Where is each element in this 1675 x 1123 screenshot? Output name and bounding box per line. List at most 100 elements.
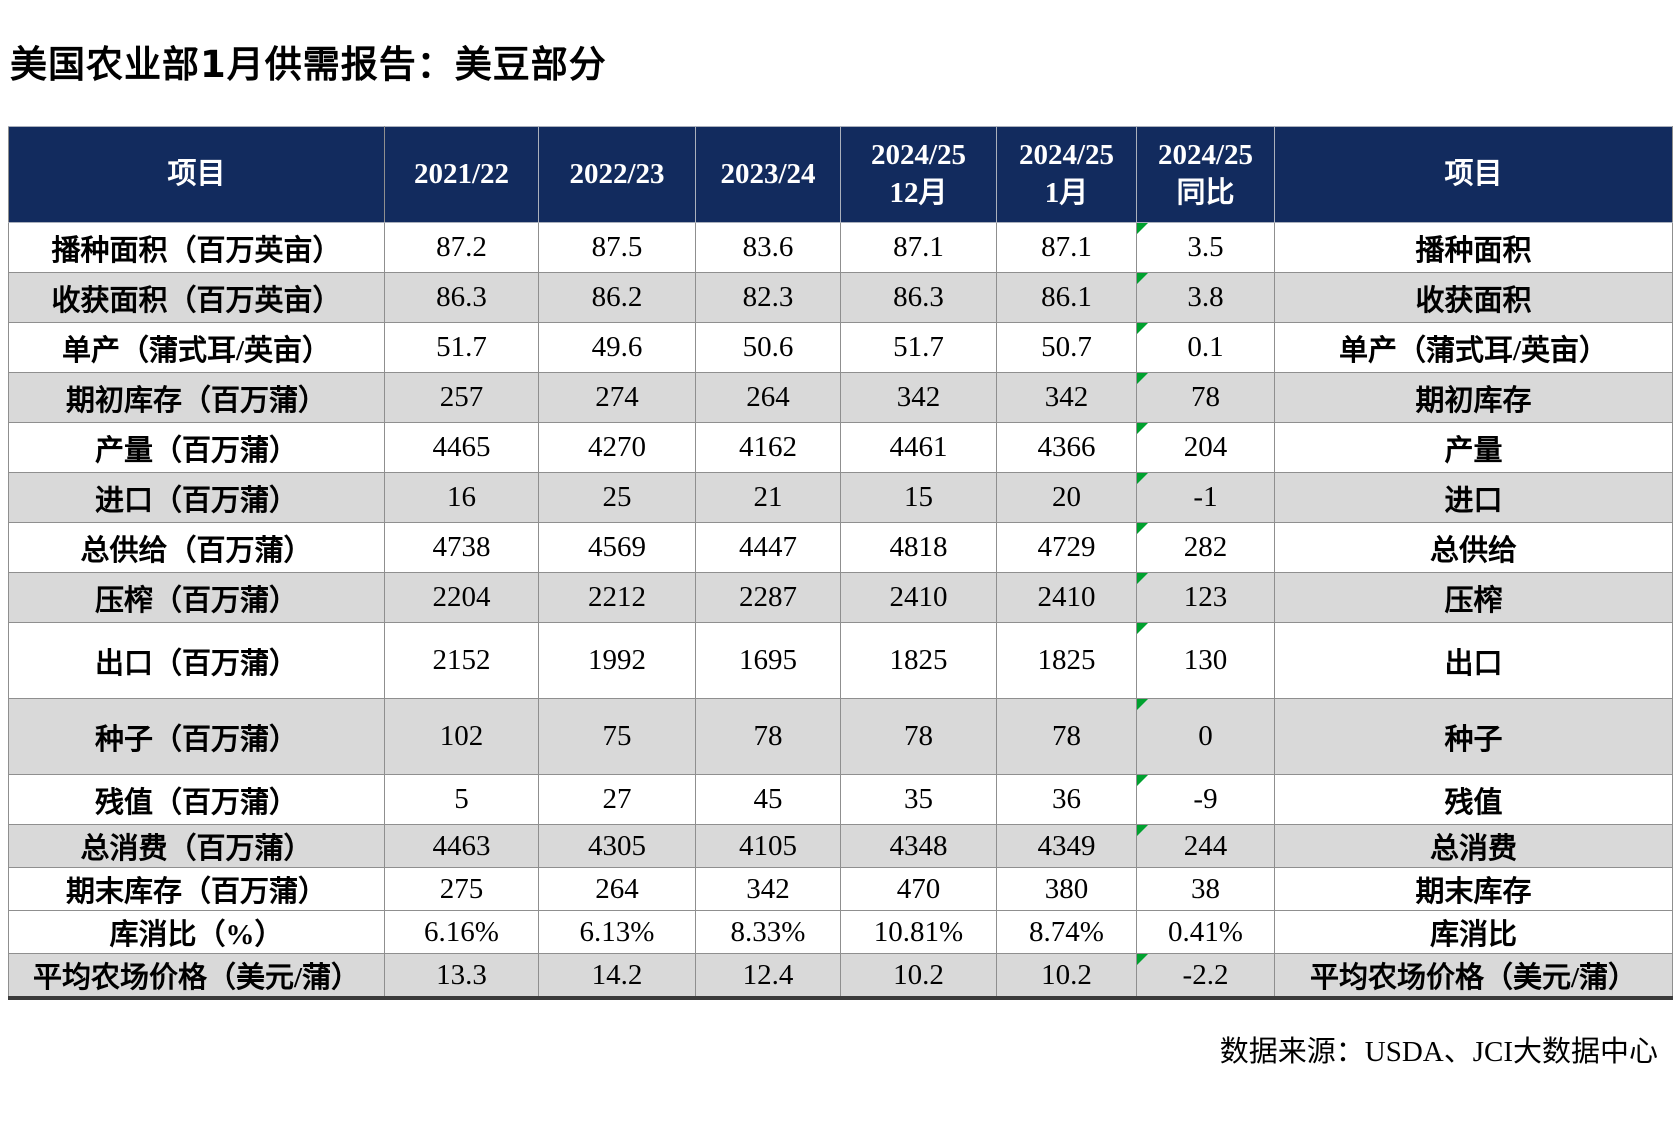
yoy-value-cell: 282 (1136, 522, 1275, 573)
value-cell: 342 (840, 372, 997, 423)
row-label-right: 期初库存 (1274, 372, 1673, 423)
table-row: 种子（百万蒲） 102 75 78 78 78 0 种子 (8, 698, 1673, 775)
value-cell: 380 (996, 867, 1137, 911)
value-cell: 75 (538, 698, 696, 775)
column-header-line: 12月 (889, 176, 948, 209)
value-cell: 257 (384, 372, 539, 423)
yoy-value-cell: -1 (1136, 472, 1275, 523)
column-header-3: 2023/24 (695, 126, 841, 223)
yoy-value-cell: 244 (1136, 824, 1275, 868)
row-label-right: 出口 (1274, 622, 1673, 699)
row-label-left: 期初库存（百万蒲） (8, 372, 385, 423)
value-cell: 2212 (538, 572, 696, 623)
value-cell: 4162 (695, 422, 841, 473)
value-cell: 470 (840, 867, 997, 911)
column-header-line: 2024/25 (1157, 138, 1254, 171)
value-cell: 87.5 (538, 222, 696, 273)
value-cell: 6.13% (538, 910, 696, 954)
value-cell: 342 (996, 372, 1137, 423)
row-label-right: 收获面积 (1274, 272, 1673, 323)
value-cell: 15 (840, 472, 997, 523)
column-header-line: 2022/23 (569, 157, 665, 190)
value-cell: 82.3 (695, 272, 841, 323)
page-title: 美国农业部1月供需报告：美豆部分 (10, 43, 607, 86)
value-cell: 87.1 (840, 222, 997, 273)
value-cell: 86.1 (996, 272, 1137, 323)
value-cell: 4270 (538, 422, 696, 473)
column-header-7: 项目 (1274, 126, 1673, 223)
column-header-line: 项目 (1444, 157, 1503, 190)
green-corner-flag-icon (1137, 273, 1148, 284)
value-cell: 274 (538, 372, 696, 423)
green-corner-flag-icon (1137, 573, 1148, 584)
table-row: 单产（蒲式耳/英亩） 51.7 49.6 50.6 51.7 50.7 0.1 单产（蒲式耳/… (8, 322, 1673, 373)
value-cell: 51.7 (840, 322, 997, 373)
column-header-0: 项目 (8, 126, 385, 223)
value-cell: 83.6 (695, 222, 841, 273)
yoy-value-cell: 3.8 (1136, 272, 1275, 323)
row-label-left: 压榨（百万蒲） (8, 572, 385, 623)
column-header-line: 项目 (167, 157, 226, 190)
value-cell: 45 (695, 774, 841, 825)
value-cell: 78 (695, 698, 841, 775)
yoy-value-cell: 38 (1136, 867, 1275, 911)
table-row: 出口（百万蒲） 2152 1992 1695 1825 1825 130 出口 (8, 622, 1673, 699)
column-header-2: 2022/23 (538, 126, 696, 223)
green-corner-flag-icon (1137, 223, 1148, 234)
row-label-right: 单产（蒲式耳/英亩） (1274, 322, 1673, 373)
table-row: 压榨（百万蒲） 2204 2212 2287 2410 2410 123 压榨 (8, 572, 1673, 623)
yoy-value-cell: 123 (1136, 572, 1275, 623)
row-label-right: 库消比 (1274, 910, 1673, 954)
row-label-left: 出口（百万蒲） (8, 622, 385, 699)
value-cell: 2410 (996, 572, 1137, 623)
row-label-left: 收获面积（百万英亩） (8, 272, 385, 323)
table-row: 总供给（百万蒲） 4738 4569 4447 4818 4729 282 总供给 (8, 522, 1673, 573)
value-cell: 5 (384, 774, 539, 825)
value-cell: 2410 (840, 572, 997, 623)
yoy-value-cell: 0.41% (1136, 910, 1275, 954)
row-label-right: 平均农场价格（美元/蒲） (1274, 953, 1673, 999)
value-cell: 21 (695, 472, 841, 523)
value-cell: 50.6 (695, 322, 841, 373)
column-header-4: 2024/25 12月 (840, 126, 997, 223)
table-row: 期末库存（百万蒲） 275 264 342 470 380 38 期末库存 (8, 867, 1673, 911)
column-header-1: 2021/22 (384, 126, 539, 223)
source-note: 数据来源：USDA、JCI大数据中心 (1219, 1036, 1658, 1068)
yoy-value-cell: -9 (1136, 774, 1275, 825)
supply-demand-table: 项目 2021/22 2022/23 2023/24 2024/25 12月 2024/25… (8, 126, 1673, 1000)
row-label-right: 播种面积 (1274, 222, 1673, 273)
yoy-value-cell: -2.2 (1136, 953, 1275, 999)
value-cell: 78 (840, 698, 997, 775)
green-corner-flag-icon (1137, 954, 1148, 965)
value-cell: 342 (695, 867, 841, 911)
value-cell: 4729 (996, 522, 1137, 573)
table-row: 期初库存（百万蒲） 257 274 264 342 342 78 期初库存 (8, 372, 1673, 423)
row-label-left: 总供给（百万蒲） (8, 522, 385, 573)
row-label-left: 期末库存（百万蒲） (8, 867, 385, 911)
value-cell: 25 (538, 472, 696, 523)
value-cell: 10.2 (996, 953, 1137, 999)
yoy-value-cell: 0.1 (1136, 322, 1275, 373)
value-cell: 86.3 (384, 272, 539, 323)
value-cell: 1825 (840, 622, 997, 699)
row-label-right: 总供给 (1274, 522, 1673, 573)
column-header-line: 同比 (1176, 176, 1235, 209)
row-label-right: 残值 (1274, 774, 1673, 825)
value-cell: 20 (996, 472, 1137, 523)
green-corner-flag-icon (1137, 699, 1148, 710)
yoy-value-cell: 78 (1136, 372, 1275, 423)
value-cell: 78 (996, 698, 1137, 775)
value-cell: 51.7 (384, 322, 539, 373)
value-cell: 13.3 (384, 953, 539, 999)
report-page: 美国农业部1月供需报告：美豆部分 项目 2021/22 2022/23 2023/24… (8, 43, 1673, 1068)
column-header-line: 2024/25 (1018, 138, 1115, 171)
value-cell: 4349 (996, 824, 1137, 868)
table-row: 进口（百万蒲） 16 25 21 15 20 -1 进口 (8, 472, 1673, 523)
value-cell: 10.81% (840, 910, 997, 954)
green-corner-flag-icon (1137, 473, 1148, 484)
row-label-left: 播种面积（百万英亩） (8, 222, 385, 273)
column-header-6: 2024/25 同比 (1136, 126, 1275, 223)
column-header-line: 2023/24 (720, 157, 816, 190)
table-row: 播种面积（百万英亩） 87.2 87.5 83.6 87.1 87.1 3.5 播种面积 (8, 222, 1673, 273)
value-cell: 4447 (695, 522, 841, 573)
